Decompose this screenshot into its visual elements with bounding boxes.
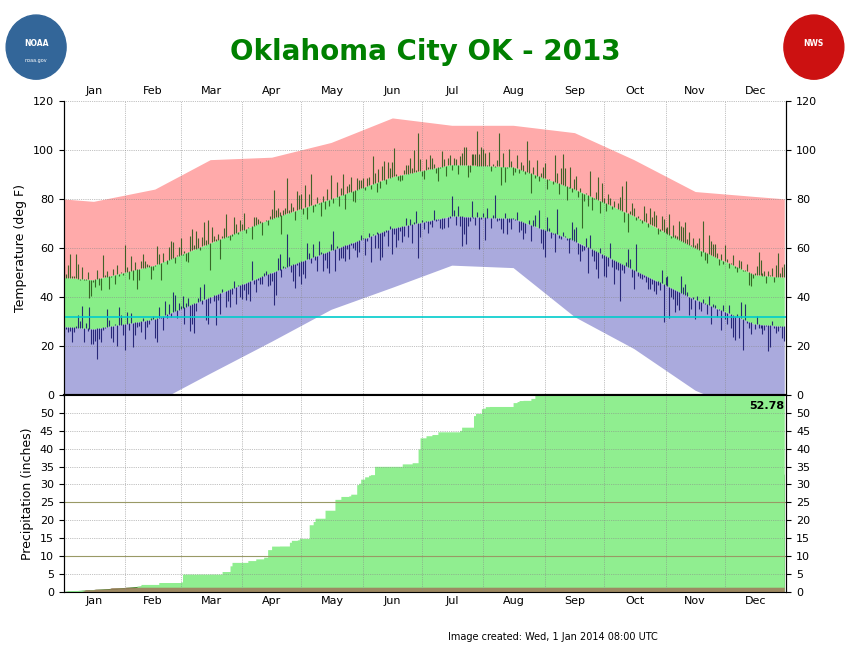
Circle shape: [6, 15, 66, 79]
Text: Image created: Wed, 1 Jan 2014 08:00 UTC: Image created: Wed, 1 Jan 2014 08:00 UTC: [448, 632, 657, 642]
Y-axis label: Temperature (deg F): Temperature (deg F): [14, 184, 27, 312]
Text: Oklahoma City OK - 2013: Oklahoma City OK - 2013: [230, 38, 620, 66]
Text: NOAA: NOAA: [24, 39, 48, 48]
Text: noaa.gov: noaa.gov: [25, 58, 48, 63]
Y-axis label: Precipitation (inches): Precipitation (inches): [21, 427, 34, 560]
Text: NWS: NWS: [804, 39, 824, 48]
Text: 52.78: 52.78: [749, 400, 785, 411]
Circle shape: [784, 15, 844, 79]
